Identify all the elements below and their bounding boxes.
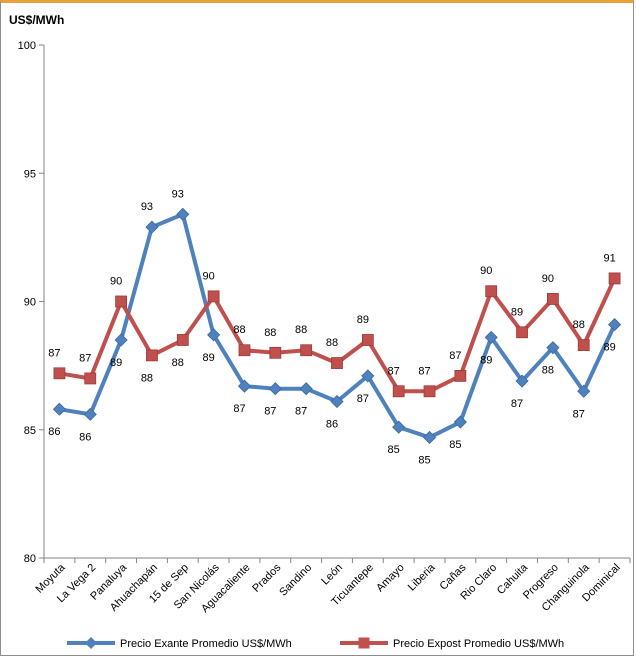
series-2-point	[176, 334, 189, 346]
data-label: 85	[388, 444, 400, 456]
series-2-point	[207, 290, 220, 303]
data-label: 90	[542, 273, 554, 285]
data-labels-layer: 86 86 89 93 93 89 87 87 87 86 87 85 85 85 89 87 88 87 89 87…	[48, 188, 615, 466]
x-tick-label: Sandino	[277, 562, 314, 599]
series-2-point	[146, 349, 158, 362]
data-label: 88	[326, 337, 338, 349]
y-tick-label: 100	[18, 40, 36, 52]
data-label: 90	[480, 265, 492, 277]
data-label: 93	[141, 201, 153, 213]
series-1-point	[330, 394, 344, 409]
y-tick-label: 95	[24, 168, 36, 180]
series-1-point	[207, 328, 221, 342]
data-label: 87	[233, 403, 245, 415]
series-1-point	[453, 415, 467, 429]
series-2-point	[269, 346, 282, 359]
series-2-point	[516, 326, 528, 339]
series-2-point	[300, 344, 313, 357]
data-label: 87	[79, 352, 91, 364]
y-tick-label: 90	[24, 297, 36, 309]
y-tick-label: 80	[24, 553, 36, 565]
data-label: 88	[573, 319, 585, 331]
data-label: 88	[233, 324, 245, 336]
data-label: 89	[203, 352, 215, 364]
legend: Precio Exante Promedio US$/MWh Precio Exp…	[67, 637, 564, 650]
series-1-point	[361, 369, 375, 383]
legend-label-2: Precio Expost Promedio US$/MWh	[393, 638, 564, 650]
data-label: 87	[264, 406, 276, 418]
data-label: 86	[48, 426, 60, 438]
series-1-point	[83, 407, 97, 421]
data-label: 87	[418, 365, 430, 377]
data-label: 87	[511, 398, 523, 410]
series-1-point	[422, 430, 437, 445]
data-label: 87	[357, 393, 369, 405]
data-label: 89	[603, 342, 615, 354]
data-label: 89	[480, 354, 492, 366]
series-1-point	[392, 420, 406, 434]
data-label: 93	[172, 188, 184, 200]
series-2-point	[392, 385, 405, 398]
series-2-point	[361, 334, 374, 346]
series-1-point	[145, 220, 159, 234]
data-label: 87	[573, 408, 585, 420]
data-label: 87	[388, 365, 400, 377]
series-2-point	[115, 295, 128, 308]
data-label: 91	[603, 252, 615, 264]
series-2-point	[608, 272, 621, 285]
data-label: 89	[511, 306, 523, 318]
data-label: 88	[542, 365, 554, 377]
series-1-point	[484, 330, 498, 344]
series-1-point	[299, 382, 313, 396]
series-1-point	[176, 207, 190, 221]
series-2-point	[546, 293, 559, 305]
y-axis-unit-label: US$/MWh	[9, 13, 65, 27]
series-2-point	[423, 385, 436, 398]
x-tick-label: León	[319, 562, 345, 588]
series-1-point	[52, 402, 66, 416]
series-2-point	[454, 369, 467, 382]
data-label: 85	[449, 439, 461, 451]
y-tick-label: 85	[24, 425, 36, 437]
x-tick-label: Amayo	[374, 562, 407, 595]
data-label: 89	[110, 357, 122, 369]
data-label: 90	[203, 270, 215, 282]
data-label: 90	[110, 276, 122, 288]
series-1-point	[515, 374, 529, 388]
series-1-point	[114, 333, 128, 347]
series-1-point	[608, 318, 622, 332]
legend-marker-1	[85, 637, 97, 649]
series-1-point	[577, 384, 591, 398]
series-2-point	[577, 339, 590, 352]
data-label: 88	[141, 372, 153, 384]
data-label: 86	[326, 419, 338, 431]
data-label: 87	[48, 347, 60, 359]
series-2-point	[84, 372, 97, 385]
data-label: 86	[79, 431, 91, 443]
legend-marker-2	[358, 637, 370, 649]
data-label: 85	[418, 454, 430, 466]
data-label: 88	[264, 327, 276, 339]
data-label: 89	[357, 314, 369, 326]
series-2-point	[238, 344, 251, 357]
legend-label-1: Precio Exante Promedio US$/MWh	[120, 638, 292, 650]
data-label: 87	[295, 406, 307, 418]
data-label: 88	[295, 324, 307, 336]
series-2-point	[53, 367, 66, 380]
series-1-point	[546, 341, 560, 355]
series-1-point	[237, 379, 252, 393]
series-layer	[52, 207, 622, 445]
data-label: 87	[449, 350, 461, 362]
x-tick-label: Liberia	[406, 561, 438, 593]
data-label: 88	[172, 357, 184, 369]
series-2-point	[331, 357, 343, 369]
series-1-point	[268, 382, 282, 396]
series-2-point	[485, 285, 498, 298]
